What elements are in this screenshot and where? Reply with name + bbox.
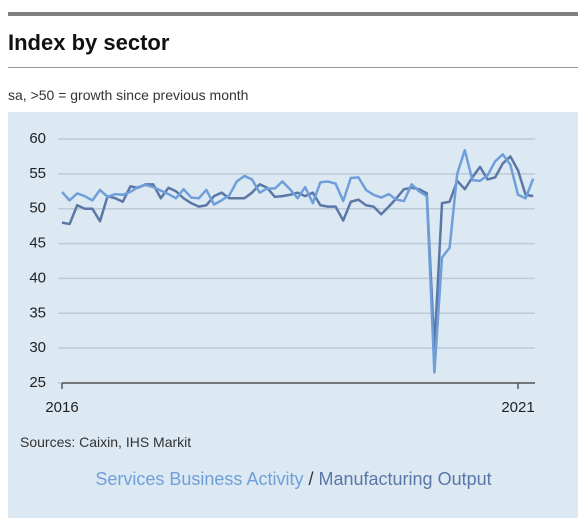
legend: Services Business Activity / Manufacturi… xyxy=(0,469,587,490)
legend-separator: / xyxy=(308,469,314,489)
y-tick-label: 35 xyxy=(29,304,46,321)
x-tick-label: 2016 xyxy=(45,399,78,416)
legend-entry: Manufacturing Output xyxy=(318,469,492,489)
x-tick-label: 2021 xyxy=(501,399,534,416)
y-tick-label: 60 xyxy=(29,130,46,147)
y-tick-label: 25 xyxy=(29,374,46,391)
top-bar xyxy=(8,12,578,16)
title-rule xyxy=(8,67,578,68)
legend-entry: Services Business Activity xyxy=(95,469,304,489)
y-tick-label: 50 xyxy=(29,200,46,217)
y-tick-label: 40 xyxy=(29,269,46,286)
chart-title: Index by sector xyxy=(8,30,170,55)
y-tick-label: 30 xyxy=(29,339,46,356)
series-line xyxy=(61,155,534,350)
y-tick-label: 45 xyxy=(29,235,46,252)
y-tick-label: 55 xyxy=(29,165,46,182)
series-line xyxy=(61,148,535,374)
chart-subtitle: sa, >50 = growth since previous month xyxy=(8,87,249,103)
source-note: Sources: Caixin, IHS Markit xyxy=(20,434,192,450)
